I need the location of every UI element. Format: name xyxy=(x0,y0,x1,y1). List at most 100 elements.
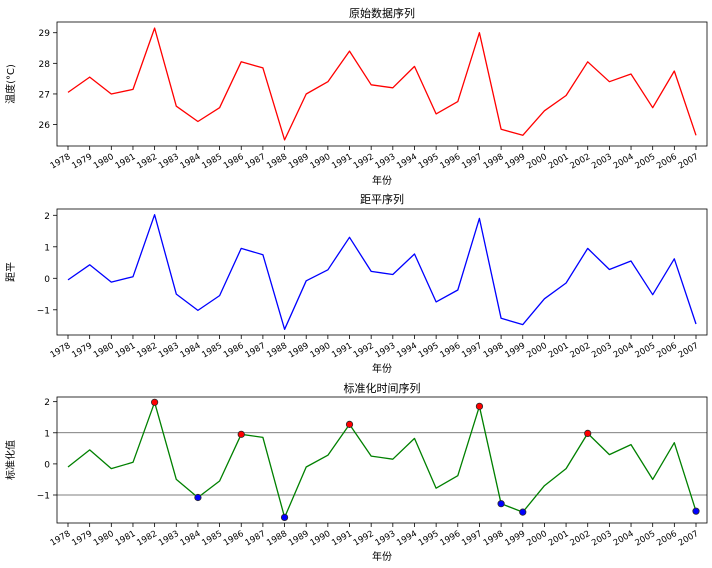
x-tick-label: 1992 xyxy=(352,529,376,548)
x-tick-label: 1980 xyxy=(92,529,116,548)
y-tick-label: 1 xyxy=(44,243,50,253)
x-tick-label: 1995 xyxy=(417,341,441,360)
plot-frame xyxy=(56,208,708,336)
marker-high xyxy=(237,430,245,438)
x-tick-label: 1990 xyxy=(309,341,333,360)
x-tick-label: 1979 xyxy=(70,152,94,171)
x-tick-label: 1987 xyxy=(244,341,268,360)
x-tick-label: 1986 xyxy=(222,341,246,360)
x-tick-label: 1991 xyxy=(330,152,354,171)
x-tick-label: 1985 xyxy=(200,152,224,171)
subplot-2: 距平序列−10121978197919801981198219831984198… xyxy=(5,192,708,375)
x-tick-label: 2005 xyxy=(633,152,657,171)
x-axis-label: 年份 xyxy=(372,550,392,563)
x-tick-label: 2001 xyxy=(547,152,571,171)
marker-high xyxy=(475,402,484,410)
x-tick-label: 1994 xyxy=(395,529,419,548)
x-tick-label: 2002 xyxy=(568,341,592,360)
x-tick-label: 1986 xyxy=(222,529,246,548)
x-tick-label: 2002 xyxy=(568,529,592,548)
x-axis-label: 年份 xyxy=(372,174,392,187)
x-tick-label: 1998 xyxy=(482,529,506,548)
x-tick-label: 1984 xyxy=(179,341,203,360)
x-tick-label: 2006 xyxy=(655,529,679,548)
y-axis-label: 距平 xyxy=(5,262,17,282)
x-tick-label: 1989 xyxy=(287,341,311,360)
y-tick-label: 27 xyxy=(39,90,50,100)
x-tick-label: 1993 xyxy=(374,341,398,360)
x-tick-label: 1984 xyxy=(179,152,203,171)
x-tick-label: 1980 xyxy=(92,341,116,360)
x-tick-label: 1992 xyxy=(352,152,376,171)
x-tick-label: 2000 xyxy=(525,152,549,171)
x-tick-label: 1980 xyxy=(92,152,116,171)
x-tick-label: 1987 xyxy=(244,152,268,171)
y-tick-label: −1 xyxy=(37,492,50,502)
x-axis-label: 年份 xyxy=(372,362,392,375)
x-tick-label: 2001 xyxy=(547,529,571,548)
x-tick-label: 1988 xyxy=(265,152,289,171)
chart-title: 距平序列 xyxy=(360,192,404,206)
x-tick-label: 1997 xyxy=(460,341,484,360)
x-tick-label: 1993 xyxy=(374,152,398,171)
y-tick-label: 29 xyxy=(39,29,51,39)
plot-frame xyxy=(56,21,708,147)
x-tick-label: 1985 xyxy=(200,529,224,548)
x-tick-label: 1994 xyxy=(395,341,419,360)
x-tick-label: 2004 xyxy=(612,341,636,360)
marker-high xyxy=(584,429,592,437)
x-tick-label: 1981 xyxy=(114,152,138,171)
x-tick-label: 1990 xyxy=(309,529,333,548)
x-tick-label: 1982 xyxy=(135,152,159,171)
x-tick-label: 2007 xyxy=(677,529,701,548)
x-tick-label: 1981 xyxy=(114,529,138,548)
y-tick-label: 1 xyxy=(44,429,50,439)
plot-frame xyxy=(56,396,708,524)
x-tick-label: 1989 xyxy=(287,529,311,548)
x-tick-label: 2004 xyxy=(612,529,636,548)
chart-title: 标准化时间序列 xyxy=(344,381,421,395)
x-tick-label: 1994 xyxy=(395,152,419,171)
x-tick-label: 1991 xyxy=(330,341,354,360)
subplot-3: 标准化时间序列 −1 0 1 2 1978197919801981198219831984… xyxy=(4,381,708,563)
x-tick-label: 1992 xyxy=(352,341,376,360)
x-tick-label: 1983 xyxy=(157,341,181,360)
y-axis-label: 温度(°C) xyxy=(4,64,17,104)
x-tick-label: 1998 xyxy=(482,152,506,171)
x-tick-label: 1997 xyxy=(460,152,484,171)
x-tick-label: 1982 xyxy=(135,529,159,548)
x-tick-label: 1988 xyxy=(265,341,289,360)
marker-high xyxy=(345,420,354,428)
x-tick-label: 1986 xyxy=(222,152,246,171)
x-tick-label: 1996 xyxy=(439,341,463,360)
y-tick-label: 2 xyxy=(44,398,50,408)
marker-low xyxy=(280,513,289,522)
x-tick-label: 2000 xyxy=(525,341,549,360)
x-tick-label: 2001 xyxy=(547,341,571,360)
series-line-1 xyxy=(67,401,697,519)
x-tick-label: 2000 xyxy=(525,529,549,548)
x-tick-label: 2002 xyxy=(568,152,592,171)
marker-low xyxy=(497,500,505,508)
series-line-1 xyxy=(67,27,697,141)
x-tick-label: 2006 xyxy=(655,341,679,360)
x-tick-label: 2003 xyxy=(590,341,614,360)
y-tick-label: 0 xyxy=(44,460,50,470)
x-tick-label: 2007 xyxy=(677,152,701,171)
x-tick-label: 1995 xyxy=(417,529,441,548)
y-tick-label: 28 xyxy=(39,60,51,70)
y-tick-label: −1 xyxy=(37,306,50,316)
chart-title: 原始数据序列 xyxy=(349,6,415,20)
x-tick-label: 2005 xyxy=(633,341,657,360)
x-tick-label: 1999 xyxy=(504,341,528,360)
y-tick-label: 0 xyxy=(44,275,50,285)
x-tick-label: 1991 xyxy=(330,529,354,548)
x-tick-label: 1983 xyxy=(157,529,181,548)
x-tick-label: 1978 xyxy=(49,152,73,171)
x-tick-label: 2006 xyxy=(655,152,679,171)
marker-low xyxy=(692,507,700,515)
x-tick-label: 1997 xyxy=(460,529,484,548)
x-tick-label: 1996 xyxy=(439,152,463,171)
x-tick-label: 1985 xyxy=(200,341,224,360)
